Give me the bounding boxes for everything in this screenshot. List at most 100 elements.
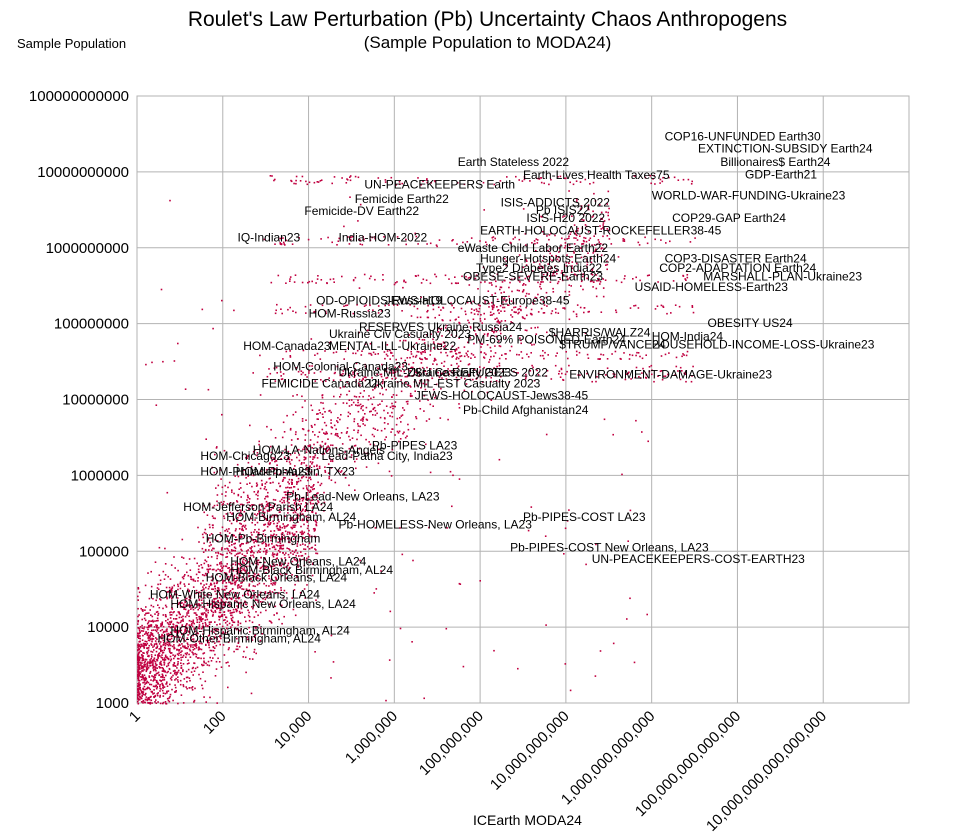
data-point bbox=[191, 644, 193, 646]
data-point bbox=[142, 681, 144, 684]
data-point bbox=[270, 565, 272, 568]
data-point bbox=[138, 659, 141, 661]
data-point bbox=[150, 604, 153, 607]
data-point bbox=[247, 590, 250, 592]
data-point bbox=[574, 232, 577, 235]
data-point bbox=[275, 460, 278, 462]
data-point bbox=[483, 209, 485, 211]
data-point bbox=[157, 627, 160, 629]
data-point bbox=[250, 554, 252, 557]
data-point bbox=[263, 507, 266, 510]
data-point bbox=[381, 382, 384, 385]
data-point bbox=[195, 573, 198, 576]
data-point bbox=[207, 568, 210, 571]
data-point bbox=[201, 627, 203, 630]
data-point bbox=[300, 373, 303, 376]
data-point bbox=[215, 668, 218, 670]
data-point bbox=[300, 551, 302, 553]
data-point bbox=[373, 443, 375, 446]
data-point bbox=[234, 595, 237, 598]
data-point bbox=[257, 573, 260, 576]
data-point bbox=[253, 651, 255, 653]
data-point bbox=[413, 374, 415, 376]
data-point bbox=[295, 182, 297, 185]
data-point bbox=[369, 410, 371, 413]
data-point bbox=[530, 327, 533, 329]
data-point bbox=[450, 302, 452, 304]
data-point bbox=[386, 344, 389, 346]
data-point bbox=[209, 568, 211, 570]
data-point bbox=[228, 567, 230, 569]
data-point bbox=[538, 178, 541, 180]
data-point bbox=[216, 555, 219, 557]
data-point bbox=[273, 367, 276, 369]
data-point bbox=[591, 380, 593, 383]
data-point bbox=[197, 608, 199, 611]
data-point bbox=[686, 276, 689, 279]
data-point bbox=[602, 222, 605, 224]
data-point bbox=[292, 413, 295, 416]
data-point bbox=[395, 394, 398, 396]
data-point bbox=[420, 184, 422, 186]
data-point bbox=[269, 593, 272, 595]
data-point bbox=[518, 289, 520, 292]
data-point bbox=[433, 360, 435, 362]
data-point bbox=[365, 304, 367, 306]
data-point bbox=[246, 636, 248, 638]
data-point bbox=[274, 592, 277, 595]
data-point bbox=[608, 229, 611, 232]
data-point bbox=[444, 370, 446, 373]
data-point bbox=[411, 395, 413, 397]
data-point bbox=[223, 588, 225, 591]
data-point bbox=[176, 679, 179, 681]
data-point bbox=[466, 301, 469, 304]
data-label: USAID-HOMELESS-Earth23 bbox=[635, 280, 789, 294]
data-point bbox=[435, 244, 438, 246]
data-point bbox=[263, 488, 266, 490]
data-point bbox=[259, 503, 261, 506]
data-point bbox=[192, 646, 194, 648]
data-point bbox=[594, 250, 596, 253]
data-point bbox=[191, 606, 193, 609]
data-point bbox=[234, 547, 237, 550]
data-point bbox=[526, 276, 529, 278]
data-point bbox=[264, 592, 267, 595]
data-point bbox=[299, 560, 301, 562]
data-point bbox=[299, 507, 301, 509]
data-point bbox=[151, 361, 153, 364]
data-point bbox=[470, 327, 472, 329]
data-point bbox=[349, 439, 351, 441]
data-point bbox=[457, 357, 460, 360]
data-point bbox=[159, 662, 162, 665]
data-point bbox=[283, 456, 286, 458]
data-point bbox=[198, 657, 200, 659]
data-point bbox=[276, 514, 279, 517]
data-point bbox=[202, 630, 205, 633]
data-point bbox=[490, 282, 493, 284]
data-point bbox=[543, 304, 546, 306]
data-point bbox=[218, 589, 220, 592]
data-point bbox=[242, 576, 244, 578]
data-point bbox=[306, 494, 309, 496]
data-point bbox=[285, 566, 287, 568]
data-point bbox=[206, 625, 209, 627]
data-point bbox=[374, 237, 376, 240]
data-point bbox=[225, 582, 228, 584]
data-point bbox=[355, 396, 358, 398]
data-point bbox=[602, 243, 604, 246]
data-point bbox=[324, 433, 326, 435]
data-point bbox=[161, 673, 164, 676]
data-point bbox=[407, 423, 409, 426]
data-point bbox=[623, 240, 626, 242]
data-point bbox=[334, 371, 336, 374]
data-point bbox=[669, 240, 671, 243]
data-point bbox=[144, 683, 146, 685]
data-point bbox=[262, 542, 264, 545]
data-point bbox=[305, 180, 307, 183]
data-point bbox=[454, 349, 456, 352]
data-point bbox=[161, 624, 163, 626]
data-point bbox=[437, 342, 439, 345]
data-point bbox=[526, 260, 528, 262]
data-point bbox=[254, 585, 256, 588]
data-point bbox=[247, 594, 250, 596]
